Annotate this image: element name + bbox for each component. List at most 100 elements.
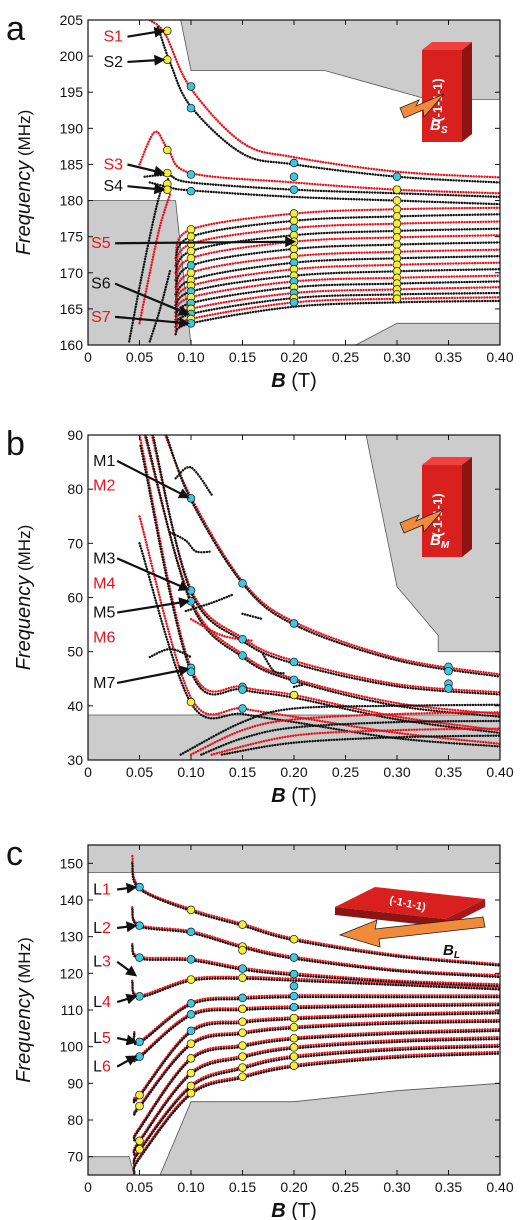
- y-axis-label: Frequency (MHz): [13, 525, 35, 670]
- series-black-curve: [156, 26, 500, 184]
- curve-label-letter: L: [93, 1030, 102, 1047]
- x-tick-label: 0.25: [332, 349, 359, 365]
- y-tick-label: 60: [67, 590, 83, 606]
- data-point-yellow: [186, 239, 196, 249]
- series-black-curve: [138, 542, 500, 748]
- label-arrow: [116, 993, 138, 1005]
- label-arrow: [117, 921, 138, 933]
- data-point-yellow: [186, 254, 196, 263]
- data-point-cyan: [289, 969, 299, 979]
- data-point-cyan: [392, 172, 402, 181]
- data-point-yellow: [135, 1136, 144, 1146]
- data-point-cyan: [289, 657, 299, 667]
- curve-label-letter: L: [93, 920, 102, 937]
- data-point-cyan: [238, 704, 247, 713]
- curve-label-number: 5: [102, 1030, 111, 1047]
- x-axis-unit: (T): [286, 1200, 317, 1220]
- data-point-cyan: [186, 955, 196, 964]
- data-point-yellow: [289, 1061, 299, 1070]
- series-black-curve: [132, 1052, 500, 1175]
- block-side: [462, 42, 472, 142]
- series-red-curve: [174, 274, 500, 318]
- y-axis-label: Frequency (MHz): [13, 937, 35, 1082]
- series-black-curve: [174, 268, 500, 314]
- curve-label: S6: [91, 276, 111, 293]
- x-tick-label: 0: [84, 764, 92, 780]
- series-black-curve: [241, 612, 265, 621]
- x-axis-symbol: B: [271, 1200, 285, 1220]
- data-point-cyan: [444, 666, 453, 676]
- forbidden-region: [355, 322, 500, 345]
- block-side: [462, 457, 472, 557]
- panel-b: 0 0.05 0.10 0.15 0.20 0.25 0.30 0.35 0.40 30 40 50 6…: [6, 425, 514, 807]
- data-point-yellow: [392, 196, 402, 205]
- series-red-curve: [138, 515, 500, 745]
- y-tick-label: 30: [67, 752, 83, 768]
- curve-label: M2: [93, 477, 115, 494]
- series-red-curve: [174, 206, 500, 260]
- label-arrow: [116, 665, 191, 685]
- data-point-yellow: [289, 209, 299, 218]
- data-point-yellow: [186, 246, 196, 256]
- forbidden-region: [88, 845, 500, 873]
- panel-c: 0 0.05 0.10 0.15 0.20 0.25 0.30 0.35 0.40 70 80 90 1…: [6, 835, 514, 1220]
- x-tick-label: 0.05: [126, 764, 153, 780]
- block-top: [335, 887, 485, 919]
- series-black-curve: [144, 435, 500, 718]
- x-tick-label: 0.40: [486, 1179, 513, 1195]
- series-black-curve: [174, 280, 500, 321]
- data-point-yellow: [238, 1017, 247, 1026]
- data-point-cyan: [238, 651, 247, 660]
- data-point-yellow: [289, 244, 299, 254]
- series-black-curve: [174, 465, 213, 496]
- y-axis-name: Frequency: [13, 160, 35, 255]
- x-tick-label: 0: [84, 349, 92, 365]
- field-subscript: M: [441, 540, 450, 551]
- data-point-yellow: [163, 55, 172, 64]
- data-point-cyan: [186, 1026, 196, 1036]
- y-tick-label: 120: [60, 965, 84, 981]
- orientation-inset: (-1-1-1)BL: [335, 887, 486, 961]
- curve-label: L1: [93, 882, 111, 899]
- forbidden-region: [88, 200, 192, 345]
- series-black-curve: [143, 173, 500, 199]
- curve-label: S7: [91, 309, 111, 326]
- curve-label-letter: L: [93, 994, 102, 1011]
- curve-label: L5: [93, 1030, 111, 1047]
- data-point-yellow: [392, 233, 402, 242]
- x-tick-label: 0.25: [332, 1179, 359, 1195]
- data-point-yellow: [186, 1054, 196, 1063]
- data-point-yellow: [392, 240, 402, 249]
- x-tick-label: 0.15: [229, 349, 256, 365]
- curve-label-letter: L: [93, 954, 102, 971]
- data-point-yellow: [186, 975, 196, 984]
- data-point-cyan: [135, 992, 144, 1001]
- data-point-cyan: [238, 964, 247, 973]
- field-arrow: [338, 916, 486, 948]
- x-tick-label: 0: [84, 1179, 92, 1195]
- y-axis-label: Frequency (MHz): [13, 110, 35, 255]
- data-point-yellow: [186, 232, 196, 241]
- curve-label: L2: [93, 920, 111, 937]
- series-red-curve: [132, 1050, 500, 1173]
- series-black-curve: [200, 719, 500, 756]
- data-point-yellow: [238, 1041, 247, 1050]
- label-arrow: [114, 315, 191, 329]
- x-tick-label: 0.10: [177, 764, 204, 780]
- data-point-yellow: [392, 219, 402, 228]
- curve-label-letter: L: [93, 1059, 102, 1076]
- label-arrow: [116, 1055, 138, 1068]
- data-point-cyan: [186, 103, 196, 113]
- label-arrow: [116, 960, 138, 977]
- data-point-cyan: [238, 579, 247, 588]
- field-subscript: S: [441, 125, 448, 136]
- label-arrow: [117, 882, 138, 894]
- y-tick-label: 90: [67, 427, 83, 443]
- curve-label: S3: [103, 157, 123, 174]
- series-black-curve: [220, 734, 500, 756]
- curve-label: M6: [93, 629, 115, 646]
- data-point-yellow: [289, 690, 299, 700]
- y-tick-label: 150: [60, 855, 84, 871]
- y-tick-label: 80: [67, 1112, 83, 1128]
- data-point-yellow: [392, 204, 402, 214]
